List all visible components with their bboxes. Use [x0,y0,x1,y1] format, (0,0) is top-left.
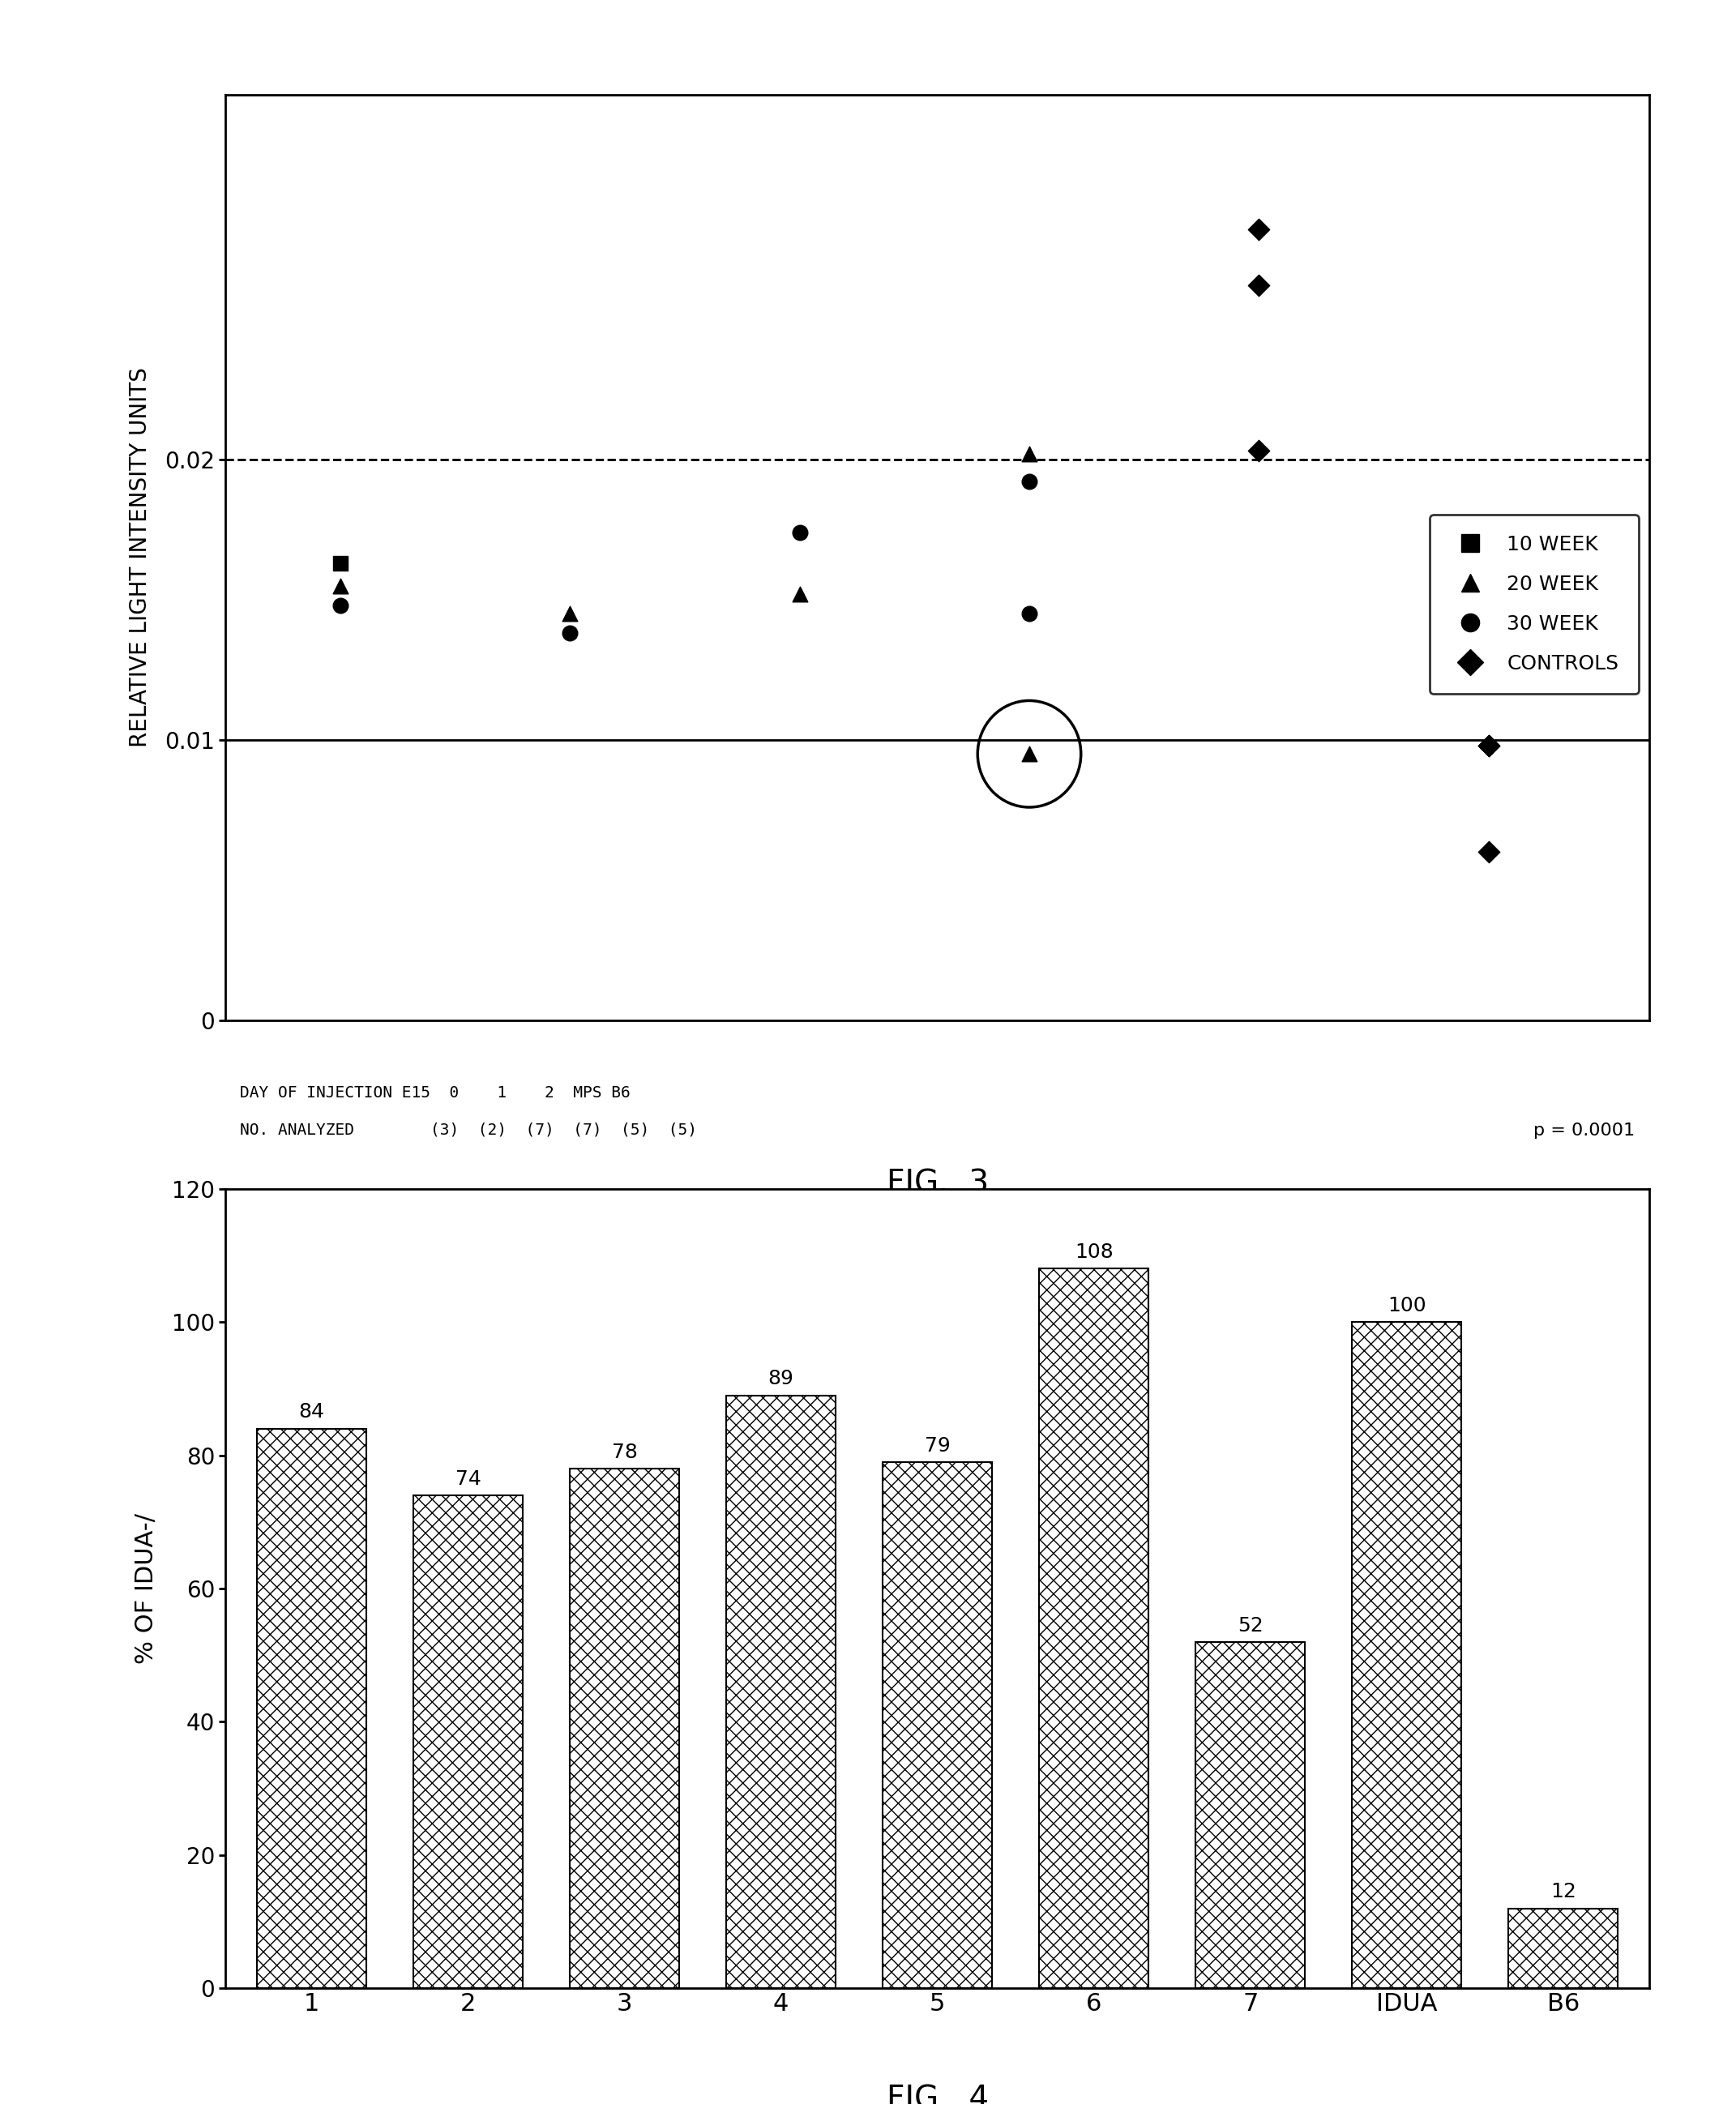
Text: FIG.  3: FIG. 3 [887,1168,988,1199]
Point [1016,465,1043,499]
Text: 84: 84 [299,1403,325,1422]
Point [1016,438,1043,471]
Text: 74: 74 [455,1469,481,1490]
Point [556,616,583,650]
Point [1245,433,1272,467]
Point [1474,728,1502,762]
Bar [257,1429,366,1988]
Point [1016,736,1043,770]
Point [1245,213,1272,246]
Text: 89: 89 [767,1370,793,1389]
Bar [1196,1641,1305,1988]
Bar [1352,1321,1462,1988]
Legend: 10 WEEK, 20 WEEK, 30 WEEK, CONTROLS: 10 WEEK, 20 WEEK, 30 WEEK, CONTROLS [1430,513,1639,694]
Point [1016,598,1043,631]
Bar [882,1462,993,1988]
Point [786,515,814,549]
Bar [726,1395,835,1988]
Point [1245,269,1272,303]
Text: FIG.  4: FIG. 4 [887,2085,988,2104]
Point [786,576,814,610]
Bar [1040,1269,1149,1988]
Point [326,568,354,602]
Bar [569,1469,679,1988]
Point [326,547,354,581]
Point [1474,728,1502,762]
Text: DAY OF INJECTION E15  0    1    2  MPS B6: DAY OF INJECTION E15 0 1 2 MPS B6 [240,1086,630,1100]
Point [326,589,354,623]
Text: 79: 79 [925,1435,950,1456]
Text: p = 0.0001: p = 0.0001 [1533,1121,1635,1138]
Text: 78: 78 [611,1443,637,1462]
Text: 52: 52 [1238,1616,1264,1635]
Text: NO. ANALYZED        (3)  (2)  (7)  (7)  (5)  (5): NO. ANALYZED (3) (2) (7) (7) (5) (5) [240,1121,698,1138]
Point [556,598,583,631]
Text: 108: 108 [1075,1243,1113,1262]
Y-axis label: % OF IDUA-/: % OF IDUA-/ [135,1513,158,1664]
Y-axis label: RELATIVE LIGHT INTENSITY UNITS: RELATIVE LIGHT INTENSITY UNITS [128,368,151,747]
Bar [1509,1908,1618,1988]
Point [1474,835,1502,869]
Text: 12: 12 [1550,1883,1576,1902]
Bar [413,1496,523,1988]
Text: 100: 100 [1387,1296,1425,1315]
